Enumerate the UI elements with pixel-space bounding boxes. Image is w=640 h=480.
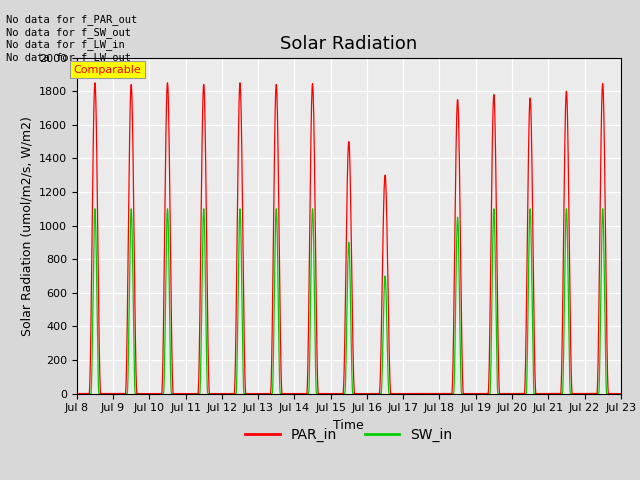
SW_in <box>588 391 595 396</box>
SW_in <box>470 391 478 396</box>
SW_in <box>330 391 338 396</box>
PAR_in <box>588 391 595 396</box>
Line: PAR_in: PAR_in <box>77 83 621 394</box>
X-axis label: Time: Time <box>333 419 364 432</box>
SW_in <box>73 391 81 396</box>
PAR_in <box>617 391 625 396</box>
SW_in <box>617 391 625 396</box>
PAR_in <box>91 80 99 86</box>
SW_in <box>91 206 99 212</box>
Y-axis label: Solar Radiation (umol/m2/s, W/m2): Solar Radiation (umol/m2/s, W/m2) <box>20 116 33 336</box>
SW_in <box>594 391 602 396</box>
PAR_in <box>330 391 338 396</box>
PAR_in <box>594 363 602 369</box>
PAR_in <box>470 391 478 396</box>
Line: SW_in: SW_in <box>77 209 621 394</box>
PAR_in <box>73 391 81 396</box>
Text: Comparable: Comparable <box>74 65 141 75</box>
Text: No data for f_PAR_out
No data for f_SW_out
No data for f_LW_in
No data for f_LW_: No data for f_PAR_out No data for f_SW_o… <box>6 14 138 63</box>
PAR_in <box>258 391 266 396</box>
PAR_in <box>486 326 493 332</box>
Legend: PAR_in, SW_in: PAR_in, SW_in <box>239 422 458 447</box>
SW_in <box>258 391 266 396</box>
Title: Solar Radiation: Solar Radiation <box>280 35 417 53</box>
SW_in <box>486 391 493 396</box>
